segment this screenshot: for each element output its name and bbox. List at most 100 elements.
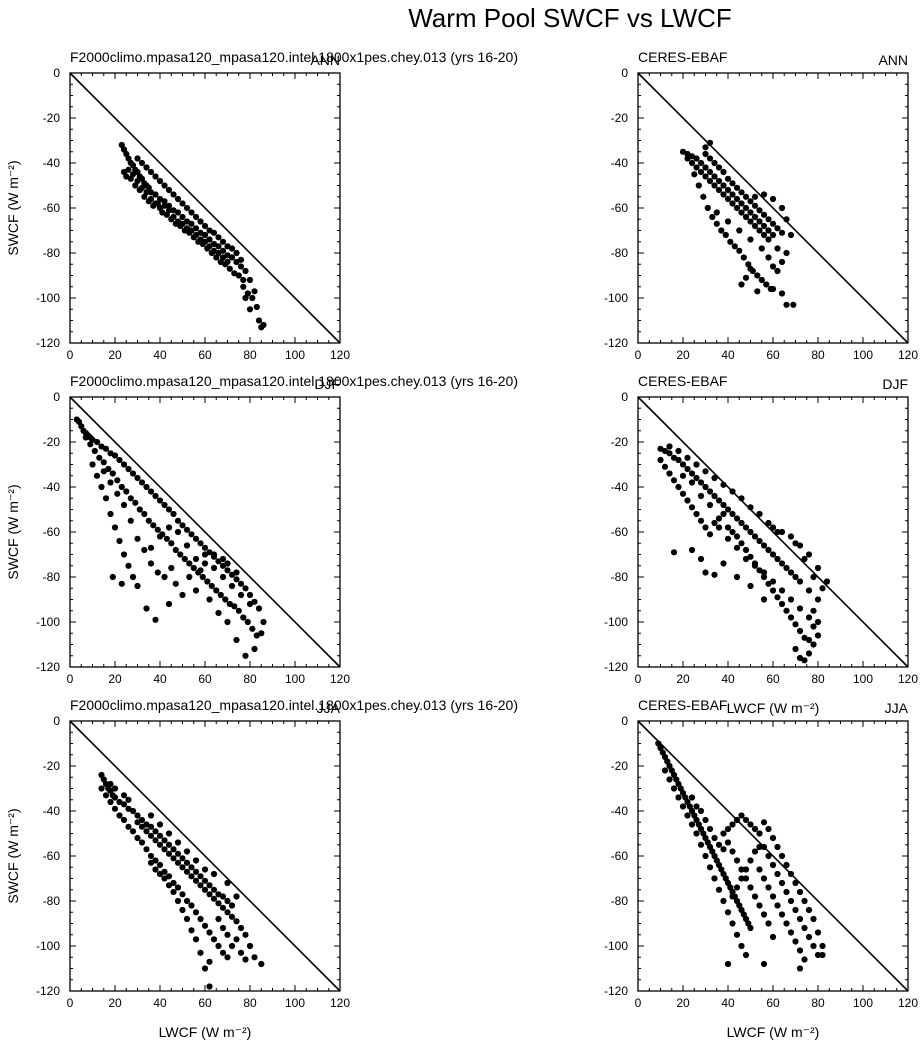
data-point [774, 267, 781, 275]
data-point [783, 249, 790, 257]
data-point [147, 168, 155, 176]
data-point [774, 594, 781, 601]
data-point [792, 879, 799, 887]
data-point [156, 870, 164, 878]
data-point [242, 267, 249, 275]
x-tick-label: 100 [285, 996, 305, 1010]
data-point [192, 877, 200, 884]
data-point [228, 913, 236, 920]
data-point [769, 587, 777, 594]
data-point [711, 519, 718, 527]
data-point [720, 168, 727, 176]
data-point [179, 220, 186, 227]
x-tick-label: 100 [853, 348, 873, 362]
data-point [711, 492, 718, 500]
data-point [697, 492, 705, 500]
data-point [796, 947, 804, 954]
data-point [715, 841, 723, 848]
data-point [733, 533, 741, 540]
scatter-panel-3: 0 20 40 60 80 100 120 0 -20 -40 -60 -80 -100 -120 F200… [5, 373, 518, 686]
data-point [787, 614, 795, 621]
data-point [751, 202, 759, 209]
data-point [792, 938, 799, 945]
x-tick-label: 40 [153, 996, 167, 1010]
data-point [255, 317, 263, 324]
data-point [693, 474, 700, 482]
data-point [152, 616, 159, 623]
data-point [769, 551, 777, 558]
data-point [706, 864, 714, 871]
data-point [724, 909, 732, 916]
y-tick-label: -60 [43, 849, 61, 863]
data-point [231, 603, 238, 610]
y-tick-label: 0 [53, 66, 60, 80]
data-point [141, 510, 148, 518]
data-point [219, 555, 227, 563]
data-point [729, 510, 736, 518]
data-point [702, 468, 709, 475]
data-point [217, 591, 224, 599]
data-point [138, 839, 146, 846]
y-tick-label: -40 [611, 804, 629, 818]
data-point [765, 884, 772, 891]
data-point [742, 204, 750, 212]
data-point [729, 180, 736, 187]
data-point [801, 897, 808, 905]
x-tick-label: 20 [108, 672, 122, 686]
data-point [201, 866, 209, 873]
data-point [760, 231, 768, 239]
data-point [742, 524, 750, 531]
x-tick-label: 0 [635, 348, 642, 362]
panels: 0 20 40 60 80 100 120 0 -20 -40 -60 -80 -100 -120 F200… [5, 49, 918, 1040]
data-point [765, 254, 772, 261]
data-point [792, 540, 799, 547]
data-point [747, 857, 754, 864]
data-point [188, 902, 195, 909]
x-tick-label: 120 [898, 348, 918, 362]
panel-season-label: JJA [885, 700, 909, 716]
data-point [774, 902, 781, 909]
data-point [201, 886, 209, 893]
y-tick-label: -40 [43, 480, 61, 494]
x-tick-label: 100 [853, 672, 873, 686]
data-point [222, 596, 229, 603]
data-point [747, 582, 754, 590]
data-point [679, 461, 687, 468]
x-tick-label: 100 [853, 996, 873, 1010]
data-point [179, 891, 186, 898]
data-point [693, 803, 700, 810]
data-point [147, 852, 155, 860]
panel-season-label: JJA [317, 700, 341, 716]
data-point [720, 501, 727, 509]
data-point [240, 614, 247, 621]
y-tick-label: -80 [43, 570, 61, 584]
data-point [123, 488, 130, 495]
data-point [774, 843, 781, 851]
data-point [814, 618, 822, 626]
data-point [760, 569, 768, 576]
data-point [760, 819, 768, 826]
data-point [246, 600, 254, 608]
data-point [134, 812, 141, 819]
data-point [179, 213, 186, 221]
data-point [129, 828, 137, 835]
data-point [769, 285, 777, 293]
data-point [210, 886, 218, 893]
data-point [747, 884, 754, 891]
data-point [206, 958, 213, 965]
data-point [174, 884, 182, 891]
data-point [738, 540, 745, 547]
y-axis-label: SWCF (W m⁻²) [5, 160, 21, 255]
data-point [801, 555, 808, 563]
data-point [224, 909, 231, 916]
panel-season-label: DJF [314, 376, 340, 392]
data-point [736, 247, 743, 254]
data-point [201, 231, 209, 239]
y-tick-label: -100 [604, 291, 628, 305]
data-point [769, 861, 777, 869]
data-point [661, 463, 669, 470]
data-point [183, 897, 191, 905]
x-tick-label: 100 [285, 348, 305, 362]
data-point [810, 942, 817, 950]
